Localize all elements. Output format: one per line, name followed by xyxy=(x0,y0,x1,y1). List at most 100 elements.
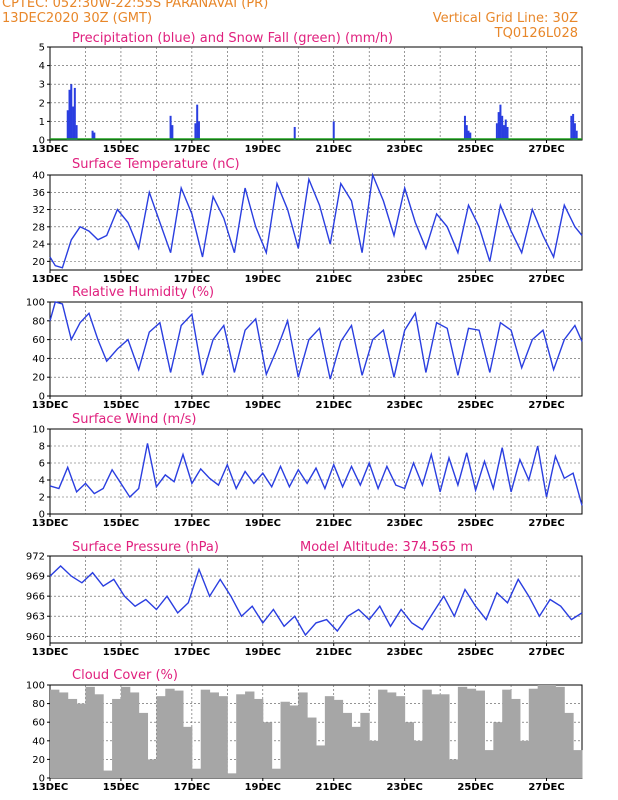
x-tick-label: 19DEC xyxy=(245,647,281,658)
cloud-bar xyxy=(342,712,352,778)
panel-frame xyxy=(49,46,583,141)
x-tick-label: 25DEC xyxy=(457,144,493,155)
precip-bar xyxy=(293,126,296,140)
cloud-bar xyxy=(422,689,432,778)
cloud-bar xyxy=(271,768,282,778)
y-tick-label: 8 xyxy=(39,442,45,453)
y-tick-label: 4 xyxy=(39,476,45,487)
x-tick-label: 23DEC xyxy=(386,400,422,411)
y-tick-label: 6 xyxy=(39,459,45,470)
grid-line-note: Vertical Grid Line: 30Z xyxy=(432,11,578,26)
x-tick-label: 21DEC xyxy=(316,647,352,658)
y-tick-label: 60 xyxy=(32,335,45,346)
x-tick-label: 17DEC xyxy=(174,647,210,658)
x-tick-label: 27DEC xyxy=(528,400,564,411)
precip-bar xyxy=(502,125,505,140)
panel-title: Precipitation (blue) and Snow Fall (gree… xyxy=(72,31,393,46)
precip-bar xyxy=(75,125,78,140)
panel-title: Surface Wind (m/s) xyxy=(72,412,196,427)
cloud-bar xyxy=(236,694,246,778)
y-tick-label: 972 xyxy=(26,552,45,563)
x-tick-label: 15DEC xyxy=(103,144,139,155)
series-line xyxy=(49,443,583,506)
precip-bar xyxy=(463,115,466,140)
cloud-bar xyxy=(537,685,548,778)
x-tick-label: 19DEC xyxy=(245,782,281,793)
panel-annotation: Model Altitude: 374.565 m xyxy=(300,540,473,555)
precip-bar xyxy=(169,115,172,140)
precip-bar xyxy=(504,119,507,140)
cloud-bar xyxy=(94,694,104,778)
x-tick-label: 27DEC xyxy=(528,274,564,285)
precip-bar xyxy=(91,130,94,140)
precip-bar xyxy=(66,110,69,140)
y-tick-label: 100 xyxy=(26,298,45,309)
cloud-bar xyxy=(138,712,149,778)
cloud-bar xyxy=(227,773,237,778)
y-tick-label: 4 xyxy=(39,61,45,72)
cloud-bar xyxy=(555,686,565,778)
x-tick-label: 21DEC xyxy=(316,144,352,155)
x-tick-label: 27DEC xyxy=(528,782,564,793)
cloud-bar xyxy=(218,696,228,778)
precip-bar xyxy=(467,130,470,140)
series-line xyxy=(49,301,583,380)
precip-bar xyxy=(72,106,75,140)
cloud-bar xyxy=(519,740,530,778)
series-line xyxy=(49,565,583,637)
x-tick-label: 25DEC xyxy=(457,518,493,529)
cloud-bar xyxy=(484,750,494,778)
x-tick-label: 15DEC xyxy=(103,274,139,285)
y-tick-label: 2 xyxy=(39,493,45,504)
x-tick-label: 17DEC xyxy=(174,144,210,155)
cloud-bar xyxy=(85,686,95,778)
x-tick-label: 21DEC xyxy=(316,274,352,285)
cloud-bar xyxy=(245,691,255,778)
y-tick-label: 5 xyxy=(39,43,45,54)
cloud-bar xyxy=(466,688,477,778)
precip-bar xyxy=(196,104,199,140)
y-tick-label: 20 xyxy=(32,257,45,268)
precip-bar xyxy=(93,132,96,140)
precip-bar xyxy=(465,125,468,140)
y-tick-label: 40 xyxy=(32,171,45,182)
y-tick-label: 20 xyxy=(32,755,45,766)
x-tick-label: 25DEC xyxy=(457,647,493,658)
cloud-bar xyxy=(573,750,583,778)
cloud-bar xyxy=(103,770,113,778)
panel-frame xyxy=(49,555,583,644)
x-tick-label: 19DEC xyxy=(245,400,281,411)
cloud-bar xyxy=(440,694,450,778)
run-date-header: 13DEC2020 30Z (GMT) xyxy=(2,11,153,26)
precip-bar xyxy=(469,132,472,140)
cloud-bar xyxy=(546,685,556,778)
precip-bar xyxy=(570,115,573,140)
cloud-bar xyxy=(174,690,184,778)
cloud-bar xyxy=(528,688,539,778)
cloud-bar xyxy=(209,692,219,778)
y-tick-label: 36 xyxy=(32,188,45,199)
cloud-bar xyxy=(289,705,299,778)
x-tick-label: 17DEC xyxy=(174,518,210,529)
cloud-bar xyxy=(156,696,166,778)
x-tick-label: 23DEC xyxy=(386,274,422,285)
cloud-bar xyxy=(369,740,379,778)
x-tick-label: 27DEC xyxy=(528,647,564,658)
cloud-bar xyxy=(280,701,290,778)
precip-bar xyxy=(332,121,335,140)
x-tick-label: 13DEC xyxy=(32,518,68,529)
cloud-bar xyxy=(395,696,406,778)
y-tick-label: 2 xyxy=(39,98,45,109)
cloud-bar xyxy=(324,696,335,778)
cloud-bar xyxy=(200,689,211,778)
x-tick-label: 23DEC xyxy=(386,782,422,793)
precip-bar xyxy=(495,123,498,140)
cloud-bar xyxy=(298,692,308,778)
panel-title: Cloud Cover (%) xyxy=(72,668,178,683)
x-tick-label: 21DEC xyxy=(316,518,352,529)
cloud-bar xyxy=(183,726,193,778)
precip-bar xyxy=(171,125,174,140)
cloud-bar xyxy=(475,690,485,778)
panel-frame xyxy=(49,428,583,515)
